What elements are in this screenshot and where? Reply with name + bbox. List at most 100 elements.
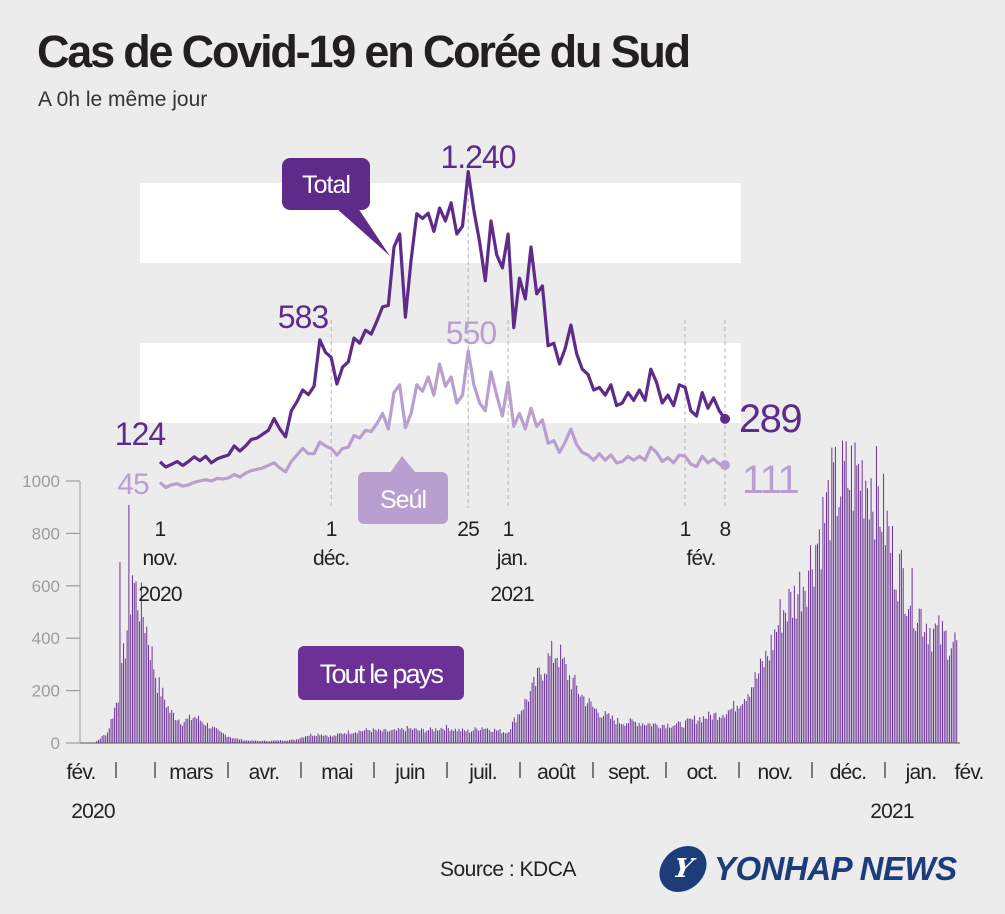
bar-x-axis: fév. 2020 mars avr. mai juin juil. août sept. oct…: [66, 761, 984, 823]
national-bar: [483, 729, 485, 743]
national-bar: [181, 725, 183, 743]
national-bar: [456, 731, 458, 743]
national-bar: [358, 730, 360, 743]
national-bar: [590, 701, 592, 743]
x-tick-day: 8: [720, 518, 731, 541]
national-bar: [472, 730, 474, 743]
national-bar: [940, 644, 942, 743]
national-bar: [644, 724, 645, 743]
national-bar: [631, 719, 633, 743]
total-peak-label: 583: [278, 299, 329, 335]
national-bar: [710, 715, 712, 743]
national-bar: [212, 726, 214, 743]
national-bar: [255, 740, 257, 743]
band-upper: [140, 183, 741, 263]
national-bar: [240, 739, 242, 743]
national-bar: [194, 716, 196, 743]
national-bar: [692, 719, 694, 743]
line-end-point: [720, 460, 730, 471]
national-bar: [704, 718, 706, 743]
national-bar: [925, 623, 927, 743]
national-bar: [724, 717, 726, 743]
year-label: 2021: [870, 800, 914, 823]
national-bar: [119, 562, 121, 743]
national-bar: [144, 633, 146, 743]
national-bar: [872, 511, 874, 743]
month-label: sept.: [608, 761, 650, 784]
national-bar: [420, 728, 422, 743]
national-bar: [481, 727, 483, 743]
national-bar: [947, 659, 949, 743]
national-bar: [909, 605, 911, 743]
national-bar: [549, 655, 551, 743]
national-bar: [833, 462, 835, 743]
national-bar: [342, 734, 344, 743]
seoul-peak-label: 550: [446, 315, 497, 351]
national-bar: [419, 730, 421, 743]
source-note: Source : KDCA: [440, 858, 576, 881]
national-bar: [834, 446, 836, 743]
national-bar: [396, 730, 397, 743]
national-bar: [524, 698, 526, 743]
y-tick-label: 600: [32, 577, 60, 596]
national-bar: [447, 727, 449, 743]
national-bar: [313, 735, 315, 743]
national-bar: [708, 711, 710, 743]
national-bar: [108, 728, 110, 743]
national-bar: [526, 699, 528, 743]
national-bar: [101, 736, 103, 743]
national-bar: [160, 696, 162, 743]
line-series: [158, 170, 730, 490]
national-bar: [890, 552, 892, 743]
national-bar: [299, 738, 301, 743]
national-bar: [784, 612, 786, 743]
callout-seoul: Seúl: [358, 456, 448, 524]
national-bar: [317, 733, 319, 743]
national-bar: [690, 718, 692, 743]
x-tick-day: 1: [326, 518, 337, 541]
national-bar: [856, 465, 858, 743]
national-bar: [613, 720, 615, 743]
national-bar: [645, 725, 647, 743]
national-bar: [463, 730, 465, 743]
national-bar: [210, 728, 212, 743]
national-bar: [417, 730, 419, 743]
legend-national-label: Tout le pays: [320, 659, 444, 689]
national-bar: [820, 569, 822, 743]
national-bar: [924, 632, 926, 743]
national-bar: [208, 728, 210, 743]
national-bar: [897, 601, 899, 743]
national-bar: [583, 696, 585, 743]
national-bar: [900, 549, 902, 743]
national-bar: [383, 729, 385, 743]
national-bar: [371, 732, 373, 743]
month-label: août: [537, 761, 576, 784]
national-bar: [602, 715, 604, 743]
national-bar: [105, 735, 107, 743]
national-bar: [215, 727, 217, 743]
national-bar: [201, 721, 203, 743]
national-bar: [214, 727, 216, 743]
seoul-end-label: 111: [742, 458, 799, 502]
national-bar: [836, 516, 838, 743]
national-bar: [274, 740, 276, 743]
month-label: oct.: [687, 761, 718, 784]
national-bar: [576, 685, 578, 743]
national-bar: [219, 731, 221, 743]
national-bar: [513, 717, 515, 743]
national-bar: [185, 718, 187, 743]
national-bar: [938, 615, 940, 743]
national-bar: [148, 644, 150, 743]
national-bar: [711, 719, 713, 743]
national-bar: [187, 718, 189, 743]
national-bar: [738, 708, 740, 743]
national-bar: [412, 729, 414, 743]
month-label: jan.: [905, 761, 937, 784]
national-bar: [929, 627, 931, 743]
national-bar: [331, 736, 333, 743]
national-bar: [106, 732, 108, 743]
national-bar: [310, 733, 312, 743]
national-bar: [702, 716, 704, 743]
national-bar: [183, 722, 185, 743]
national-bar: [495, 730, 497, 743]
